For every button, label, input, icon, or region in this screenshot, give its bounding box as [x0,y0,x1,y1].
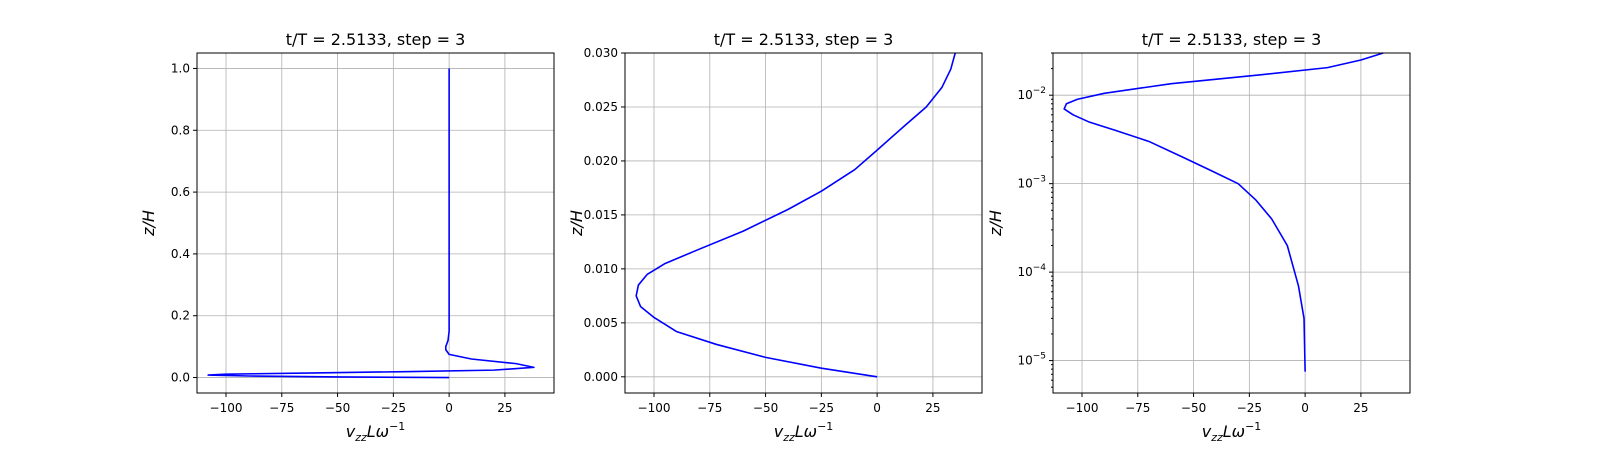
y-tick-label: 0.010 [584,262,618,276]
x-tick-label: −100 [1066,401,1099,415]
panel-title: t/T = 2.5133, step = 3 [1142,30,1322,49]
panel-linear-full: −100 −75 −50 −25 0 25 0.0 0.2 0.4 0.6 0.8 1.0 t/T = … [139,30,555,444]
panel-title: t/T = 2.5133, step = 3 [286,30,466,49]
x-tick-label: −50 [753,401,778,415]
x-axis-label: vzzLω−1 [346,420,406,444]
x-tick-label: −50 [325,401,350,415]
y-tick-label: 10−2 [1017,86,1046,102]
x-tick-label: −25 [381,401,406,415]
panel-linear-zoom: −100 −75 −50 −25 0 25 0.000 0.005 0.010 0.015 0.02… [567,30,983,444]
y-tick-label: 0.020 [584,154,618,168]
x-tick-label: 25 [497,401,512,415]
y-tick-label: 0.8 [171,123,190,137]
y-axis-label: z/H [567,210,586,237]
axes-frame [1052,52,1411,394]
x-tick-label: −25 [1237,401,1262,415]
y-tick-label: 10−3 [1017,175,1046,191]
series-line [1063,52,1384,372]
y-tick-label: 10−5 [1017,352,1046,368]
axes-frame [624,52,983,394]
y-tick-label: 0.030 [584,46,618,60]
x-tick-label: −25 [809,401,834,415]
x-tick-label: −75 [269,401,294,415]
y-tick-label: 0.005 [584,316,618,330]
x-tick-label: −75 [1125,401,1150,415]
series-line [635,52,957,378]
panel-log: −100 −75 −50 −25 0 25 10−5 10−4 10−3 10−2 t/T = 2.… [986,30,1411,444]
y-tick-label: 0.6 [171,185,190,199]
y-tick-label: 0.025 [584,100,618,114]
x-tick-label: 0 [445,401,453,415]
x-tick-label: −50 [1181,401,1206,415]
y-axis-label: z/H [139,210,158,237]
y-tick-label: 0.4 [171,247,190,261]
x-axis-label: vzzLω−1 [774,420,834,444]
x-tick-label: 25 [1353,401,1368,415]
y-tick-label: 10−4 [1017,263,1046,279]
x-tick-label: 0 [1301,401,1309,415]
y-axis-label: z/H [986,210,1005,237]
series-line [207,68,535,379]
axes-frame [196,52,555,394]
y-tick-label: 0.000 [584,370,618,384]
y-tick-label: 0.2 [171,309,190,323]
y-tick-label: 0.015 [584,208,618,222]
x-tick-label: 25 [925,401,940,415]
x-tick-label: −100 [638,401,671,415]
x-tick-label: −75 [697,401,722,415]
x-tick-label: 0 [873,401,881,415]
x-tick-label: −100 [210,401,243,415]
y-tick-label: 1.0 [171,61,190,75]
y-tick-label: 0.0 [171,371,190,385]
x-axis-label: vzzLω−1 [1202,420,1262,444]
panel-title: t/T = 2.5133, step = 3 [714,30,894,49]
